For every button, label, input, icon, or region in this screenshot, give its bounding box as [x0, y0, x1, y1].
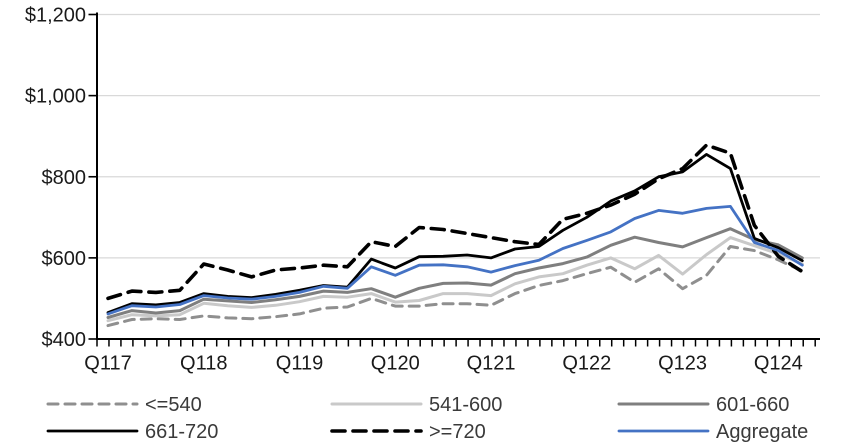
- legend-label-3: 661-720: [145, 421, 218, 442]
- series-line-5: [106, 204, 804, 316]
- legend-label-1: 541-600: [429, 394, 502, 416]
- x-axis-label: Q118: [180, 353, 227, 375]
- series-line-4: [106, 143, 805, 301]
- y-axis-label: $400: [42, 329, 87, 351]
- series-line-0: [106, 245, 804, 328]
- series-line-3: [106, 152, 804, 315]
- x-axis-label: Q117: [84, 353, 131, 375]
- series-line-2: [106, 227, 804, 319]
- legend-label-2: 601-660: [716, 394, 789, 416]
- legend-label-0: <=540: [145, 394, 202, 416]
- y-axis-label: $800: [42, 167, 87, 189]
- legend-label-4: >=720: [429, 421, 486, 442]
- series-line-1: [106, 236, 804, 323]
- y-axis-label: $1,000: [25, 86, 86, 108]
- x-axis-label: Q124: [754, 353, 803, 375]
- y-axis-label: $1,200: [25, 5, 86, 27]
- y-axis-label: $600: [42, 248, 87, 270]
- x-axis-label: Q119: [276, 353, 323, 375]
- x-axis-label: Q121: [467, 353, 516, 375]
- x-axis-label: Q122: [562, 353, 611, 375]
- legend-label-5: Aggregate: [716, 421, 808, 442]
- x-axis-label: Q123: [658, 353, 707, 375]
- x-axis-label: Q120: [371, 353, 420, 375]
